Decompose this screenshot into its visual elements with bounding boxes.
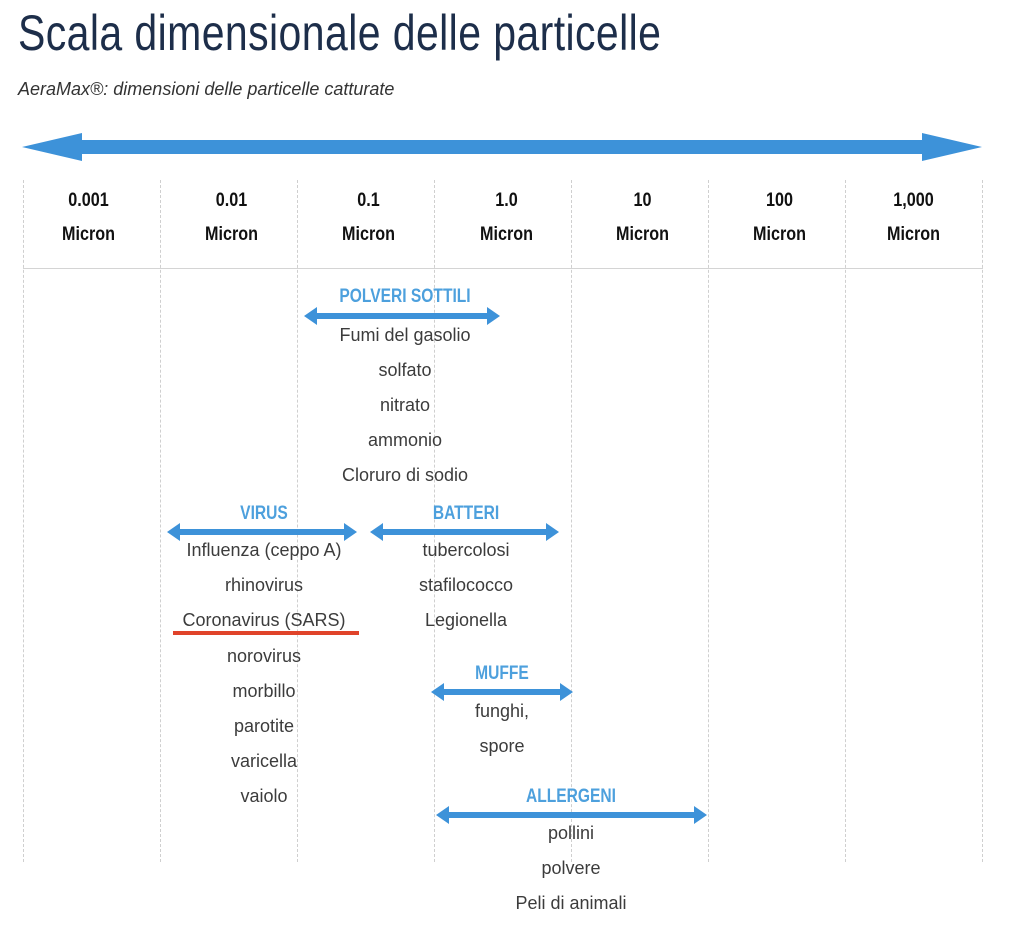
list-item: rhinovirus: [224, 575, 304, 595]
scale-value: 0.01: [215, 190, 248, 211]
grid-line: [23, 180, 24, 862]
scale-double-arrow: [22, 133, 982, 161]
scale-column-header: 0.001 Micron: [30, 184, 146, 252]
range-arrow-polveri-sottili: [304, 307, 500, 325]
category-label-polveri-sottili: POLVERI SOTTILI: [339, 286, 471, 307]
scale-column-header: 1,000 Micron: [855, 184, 971, 252]
highlight-underline: [173, 631, 359, 635]
scale-column-header: 0.1 Micron: [310, 184, 426, 252]
scale-unit: Micron: [616, 224, 669, 245]
list-item: Influenza (ceppo A): [186, 540, 342, 560]
grid-line: [982, 180, 983, 862]
grid-line: [434, 180, 435, 862]
category-label-batteri: BATTERI: [432, 503, 500, 524]
scale-column-header: 0.01 Micron: [173, 184, 289, 252]
scale-unit: Micron: [205, 224, 258, 245]
scale-column-header: 10 Micron: [584, 184, 700, 252]
list-item: Fumi del gasolio: [339, 325, 471, 345]
range-arrow-virus: [167, 523, 357, 541]
grid-line: [160, 180, 161, 862]
scale-unit: Micron: [887, 224, 940, 245]
scale-value: 100: [766, 190, 793, 211]
grid-line: [571, 180, 572, 862]
list-item: Peli di animali: [515, 893, 627, 913]
range-arrow-allergeni: [436, 806, 707, 824]
list-item: pollini: [547, 823, 595, 843]
scale-column-header: 100 Micron: [721, 184, 837, 252]
page-title: Scala dimensionale delle particelle: [18, 5, 662, 61]
category-label-allergeni: ALLERGENI: [525, 786, 617, 807]
list-item: funghi,: [474, 701, 530, 721]
list-item: Legionella: [424, 610, 508, 630]
scale-value: 10: [633, 190, 652, 211]
list-item: parotite: [233, 716, 295, 736]
category-label-muffe: MUFFE: [475, 663, 529, 684]
header-divider: [23, 268, 983, 269]
grid-line: [708, 180, 709, 862]
scale-value: 1,000: [893, 190, 934, 211]
list-item: stafilococco: [418, 575, 514, 595]
list-item: solfato: [378, 360, 432, 380]
page-subtitle: AeraMax®: dimensioni delle particelle ca…: [18, 79, 395, 99]
scale-value: 1.0: [495, 190, 518, 211]
scale-value: 0.1: [357, 190, 380, 211]
list-item: ammonio: [367, 430, 443, 450]
list-item: Cloruro di sodio: [341, 465, 469, 485]
scale-unit: Micron: [342, 224, 395, 245]
list-item: norovirus: [226, 646, 302, 666]
scale-unit: Micron: [62, 224, 115, 245]
scale-unit: Micron: [480, 224, 533, 245]
list-item: spore: [479, 736, 525, 756]
range-arrow-batteri: [370, 523, 559, 541]
grid-line: [297, 180, 298, 862]
list-item: vaiolo: [240, 786, 288, 806]
list-item: varicella: [230, 751, 298, 771]
list-item: nitrato: [379, 395, 431, 415]
list-item: polvere: [541, 858, 601, 878]
scale-column-header: 1.0 Micron: [448, 184, 564, 252]
list-item: tubercolosi: [422, 540, 510, 560]
list-item: morbillo: [232, 681, 296, 701]
list-item-highlighted: Coronavirus (SARS): [182, 610, 346, 630]
scale-value: 0.001: [68, 190, 109, 211]
scale-unit: Micron: [753, 224, 806, 245]
category-label-virus: VIRUS: [240, 503, 288, 524]
grid-line: [845, 180, 846, 862]
range-arrow-muffe: [431, 683, 573, 701]
